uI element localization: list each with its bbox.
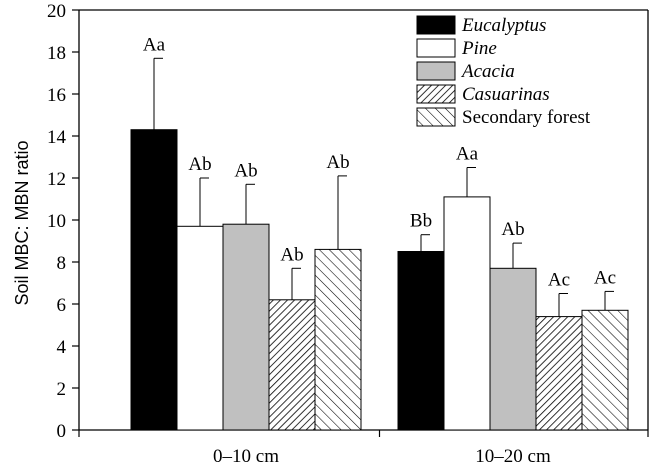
y-tick-label-9: 18 bbox=[47, 43, 66, 64]
y-tick-label-7: 14 bbox=[47, 127, 67, 148]
bar-4-0 bbox=[314, 248, 362, 431]
bar-label-3-0: Ab bbox=[280, 244, 303, 265]
bar-1-1 bbox=[443, 196, 491, 431]
bar-label-0-0: Aa bbox=[143, 34, 166, 55]
bar-label-4-0: Ab bbox=[326, 152, 349, 173]
x-tick-label-0: 0–10 cm bbox=[213, 446, 279, 467]
y-tick-label-8: 16 bbox=[47, 85, 66, 106]
bars bbox=[130, 57, 629, 431]
bar-labels: Aa Bb Ab Aa Ab Ab Ab Ac Ab Ac bbox=[143, 34, 616, 290]
bar-label-2-1: Ab bbox=[501, 219, 524, 240]
y-tick-label-6: 12 bbox=[47, 169, 66, 190]
legend-label-2: Acacia bbox=[460, 61, 515, 82]
bar-label-4-1: Ac bbox=[594, 267, 616, 288]
bar-3-0 bbox=[268, 299, 316, 431]
y-axis-label: Soil MBC: MBN ratio bbox=[12, 140, 32, 305]
y-tick-label-1: 2 bbox=[57, 379, 67, 400]
bar-0-0 bbox=[130, 129, 178, 431]
x-tick-label-1: 10–20 cm bbox=[475, 446, 551, 467]
bar-3-1 bbox=[535, 316, 583, 431]
bar-4-1 bbox=[581, 309, 629, 431]
bar-1-0 bbox=[176, 225, 224, 431]
legend-swatch-2 bbox=[416, 61, 456, 81]
bar-label-1-1: Aa bbox=[456, 144, 479, 165]
y-tick-label-10: 20 bbox=[47, 1, 66, 22]
bar-label-0-1: Bb bbox=[410, 211, 432, 232]
y-tick-label-2: 4 bbox=[57, 337, 67, 358]
y-tick-label-4: 8 bbox=[57, 253, 67, 274]
legend-label-4: Secondary forest bbox=[462, 107, 591, 128]
legend-swatch-0 bbox=[416, 15, 456, 35]
bar-2-1 bbox=[489, 267, 537, 431]
legend: EucalyptusPineAcaciaCasuarinasSecondary … bbox=[416, 15, 591, 128]
bar-label-2-0: Ab bbox=[234, 160, 257, 181]
y-tick-label-3: 6 bbox=[57, 295, 67, 316]
legend-label-0: Eucalyptus bbox=[461, 15, 546, 36]
bar-2-0 bbox=[222, 223, 270, 431]
y-tick-label-5: 10 bbox=[47, 211, 66, 232]
bar-label-1-0: Ab bbox=[188, 154, 211, 175]
legend-swatch-4 bbox=[416, 107, 456, 127]
legend-swatch-3 bbox=[416, 84, 456, 104]
legend-label-3: Casuarinas bbox=[462, 84, 550, 105]
bar-0-1 bbox=[397, 251, 445, 431]
y-tick-label-0: 0 bbox=[57, 421, 67, 442]
axes: 0 2 4 6 8 10 12 14 16 18 20 0–10 cm 10–20 cm bbox=[47, 1, 649, 467]
legend-swatch-1 bbox=[416, 38, 456, 58]
legend-label-1: Pine bbox=[461, 38, 497, 59]
bar-label-3-1: Ac bbox=[548, 270, 570, 291]
